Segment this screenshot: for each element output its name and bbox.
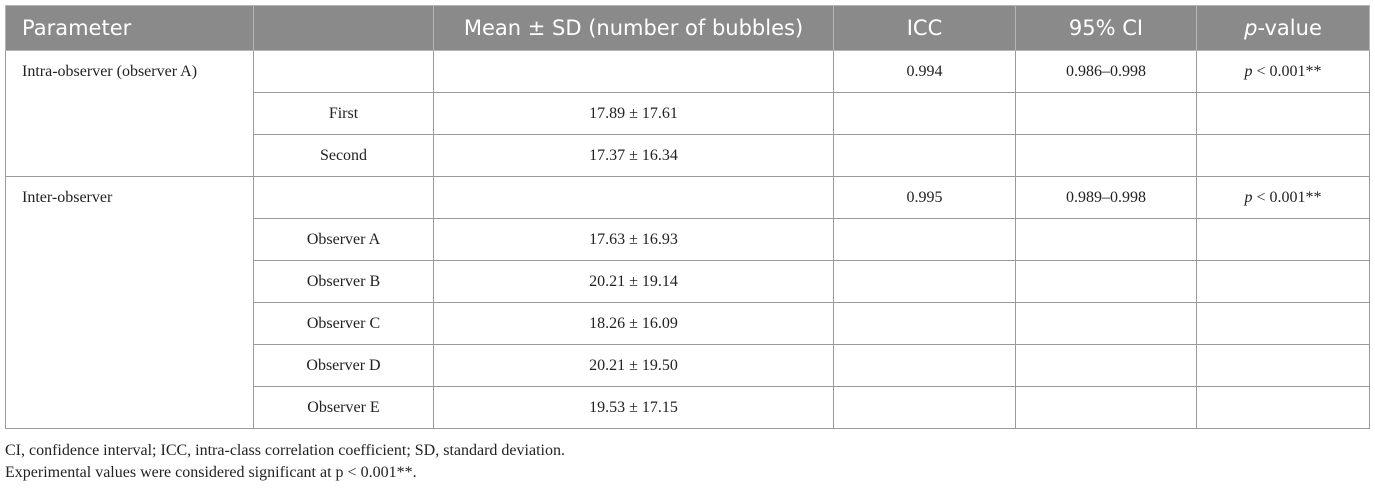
cell <box>1196 134 1370 177</box>
cell <box>833 134 1016 177</box>
p-cell: p < 0.001** <box>1196 176 1370 219</box>
item-label: Observer E <box>253 386 434 429</box>
cell <box>1015 260 1197 303</box>
footnote: CI, confidence interval; ICC, intra-clas… <box>5 442 565 459</box>
footnotes: CI, confidence interval; ICC, intra-clas… <box>5 440 565 484</box>
footnote: Experimental values were considered sign… <box>5 464 417 481</box>
icc-cell: 0.994 <box>833 50 1016 93</box>
table-body: Intra-observer (observer A) 0.994 0.986–0.… <box>5 50 1370 429</box>
item-row: Observer C 18.26 ± 16.09 <box>6 302 1370 345</box>
ci-cell: 0.989–0.998 <box>1015 176 1197 219</box>
icc-cell: 0.995 <box>833 176 1016 219</box>
cell <box>1015 386 1197 429</box>
cell <box>833 344 1016 387</box>
cell <box>1196 386 1370 429</box>
mean-cell: 20.21 ± 19.14 <box>433 260 834 303</box>
cell <box>833 260 1016 303</box>
cell <box>1015 218 1197 261</box>
mean-cell: 17.89 ± 17.61 <box>433 92 834 135</box>
header-cell: ICC <box>833 5 1016 51</box>
cell <box>833 218 1016 261</box>
header-row: Parameter Mean ± SD (number of bubbles) IC… <box>5 5 1370 51</box>
group-label: Intra-observer (observer A) <box>5 50 254 177</box>
cell <box>833 92 1016 135</box>
cell <box>1015 344 1197 387</box>
item-label: Observer C <box>253 302 434 345</box>
header-cell: Mean ± SD (number of bubbles) <box>433 5 834 51</box>
header-cell: 95% CI <box>1015 5 1197 51</box>
cell <box>1196 344 1370 387</box>
cell <box>433 50 834 93</box>
cell <box>1015 134 1197 177</box>
item-label: Observer B <box>253 260 434 303</box>
cell <box>833 386 1016 429</box>
cell <box>1196 260 1370 303</box>
group-label: Inter-observer <box>5 176 254 429</box>
mean-cell: 17.63 ± 16.93 <box>433 218 834 261</box>
cell <box>1196 302 1370 345</box>
mean-cell: 19.53 ± 17.15 <box>433 386 834 429</box>
results-table: Parameter Mean ± SD (number of bubbles) IC… <box>5 5 1370 429</box>
header-cell <box>253 5 434 51</box>
cell <box>1196 218 1370 261</box>
mean-cell: 17.37 ± 16.34 <box>433 134 834 177</box>
header-cell: Parameter <box>5 5 254 51</box>
cell <box>1196 92 1370 135</box>
item-label: First <box>253 92 434 135</box>
header-cell: p-value <box>1196 5 1370 51</box>
cell <box>833 302 1016 345</box>
cell <box>253 176 434 219</box>
p-cell: p < 0.001** <box>1196 50 1370 93</box>
cell <box>1015 302 1197 345</box>
cell <box>1015 92 1197 135</box>
item-row: First 17.89 ± 17.61 <box>6 92 1370 135</box>
item-label: Observer A <box>253 218 434 261</box>
ci-cell: 0.986–0.998 <box>1015 50 1197 93</box>
item-row: Observer E 19.53 ± 17.15 <box>6 386 1370 429</box>
cell <box>433 176 834 219</box>
mean-cell: 18.26 ± 16.09 <box>433 302 834 345</box>
group-row: Intra-observer (observer A) 0.994 0.986–0.… <box>5 50 1370 177</box>
cell <box>253 50 434 93</box>
group-row: Inter-observer 0.995 0.989–0.998 p < 0.001*… <box>5 176 1370 429</box>
item-label: Second <box>253 134 434 177</box>
item-row: Observer B 20.21 ± 19.14 <box>6 260 1370 303</box>
item-row: Observer A 17.63 ± 16.93 <box>6 218 1370 261</box>
item-label: Observer D <box>253 344 434 387</box>
mean-cell: 20.21 ± 19.50 <box>433 344 834 387</box>
